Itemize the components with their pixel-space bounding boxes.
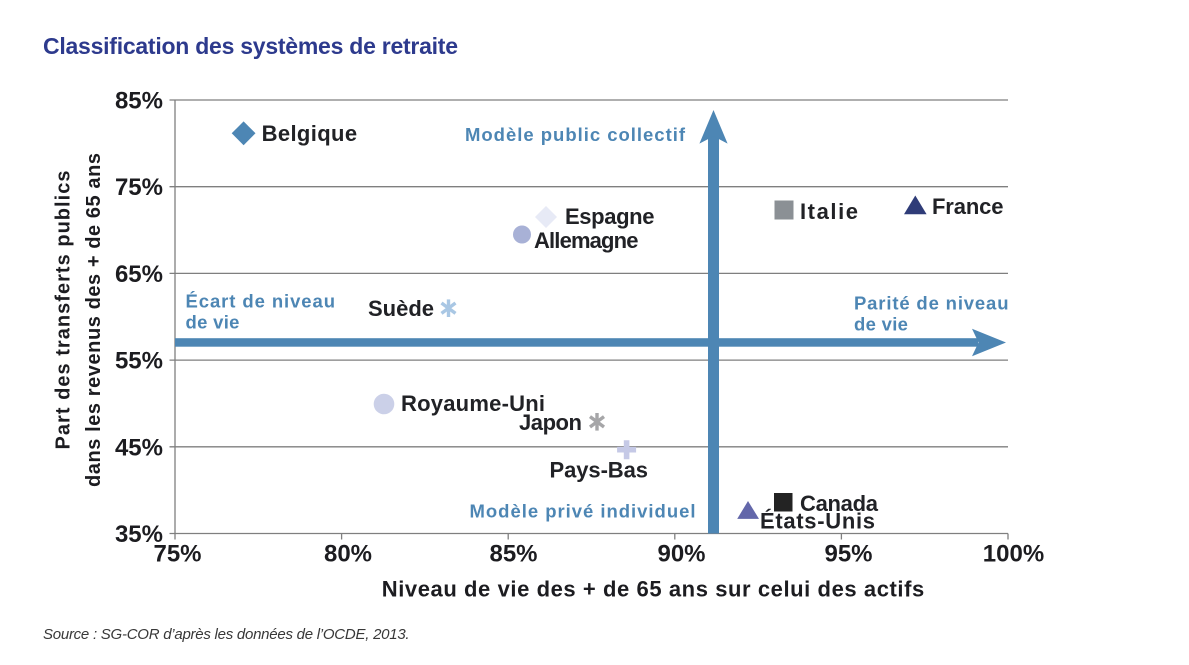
svg-text:80%: 80% bbox=[324, 541, 372, 568]
svg-text:Allemagne: Allemagne bbox=[534, 228, 639, 253]
svg-text:de vie: de vie bbox=[186, 312, 240, 333]
svg-text:Suède: Suède bbox=[368, 296, 434, 321]
svg-text:35%: 35% bbox=[115, 521, 163, 548]
svg-text:85%: 85% bbox=[489, 541, 537, 568]
svg-text:Belgique: Belgique bbox=[262, 121, 358, 146]
svg-text:Classification des systèmes de: Classification des systèmes de retraite bbox=[43, 33, 458, 59]
svg-text:Pays-Bas: Pays-Bas bbox=[550, 458, 649, 483]
svg-text:90%: 90% bbox=[657, 541, 705, 568]
svg-text:55%: 55% bbox=[115, 348, 163, 375]
svg-text:Niveau de vie des + de 65 ans: Niveau de vie des + de 65 ans sur celui … bbox=[382, 577, 925, 602]
svg-text:Modèle public collectif: Modèle public collectif bbox=[465, 124, 686, 145]
svg-text:de vie: de vie bbox=[854, 313, 908, 334]
svg-text:Espagne: Espagne bbox=[565, 204, 655, 229]
svg-text:45%: 45% bbox=[115, 434, 163, 461]
svg-text:65%: 65% bbox=[115, 261, 163, 288]
svg-text:Parité de niveau: Parité de niveau bbox=[854, 292, 1009, 313]
svg-text:Part des transferts publics: Part des transferts publics bbox=[53, 171, 75, 450]
svg-text:Japon: Japon bbox=[519, 410, 582, 435]
svg-text:États-Unis: États-Unis bbox=[760, 509, 875, 534]
svg-text:75%: 75% bbox=[115, 174, 163, 201]
svg-text:France: France bbox=[932, 194, 1004, 219]
svg-text:75%: 75% bbox=[153, 541, 201, 568]
svg-text:85%: 85% bbox=[115, 88, 163, 115]
svg-text:dans les revenus des + de 65 a: dans les revenus des + de 65 ans bbox=[83, 153, 105, 487]
svg-text:Écart de niveau: Écart de niveau bbox=[186, 291, 336, 312]
svg-text:Source : SG-COR d’après les do: Source : SG-COR d’après les données de l… bbox=[43, 626, 409, 643]
svg-text:Canada: Canada bbox=[800, 491, 879, 516]
svg-text:Modèle privé individuel: Modèle privé individuel bbox=[470, 501, 696, 522]
svg-text:Royaume-Uni: Royaume-Uni bbox=[401, 391, 545, 416]
svg-text:95%: 95% bbox=[824, 541, 872, 568]
svg-text:100%: 100% bbox=[983, 541, 1044, 568]
